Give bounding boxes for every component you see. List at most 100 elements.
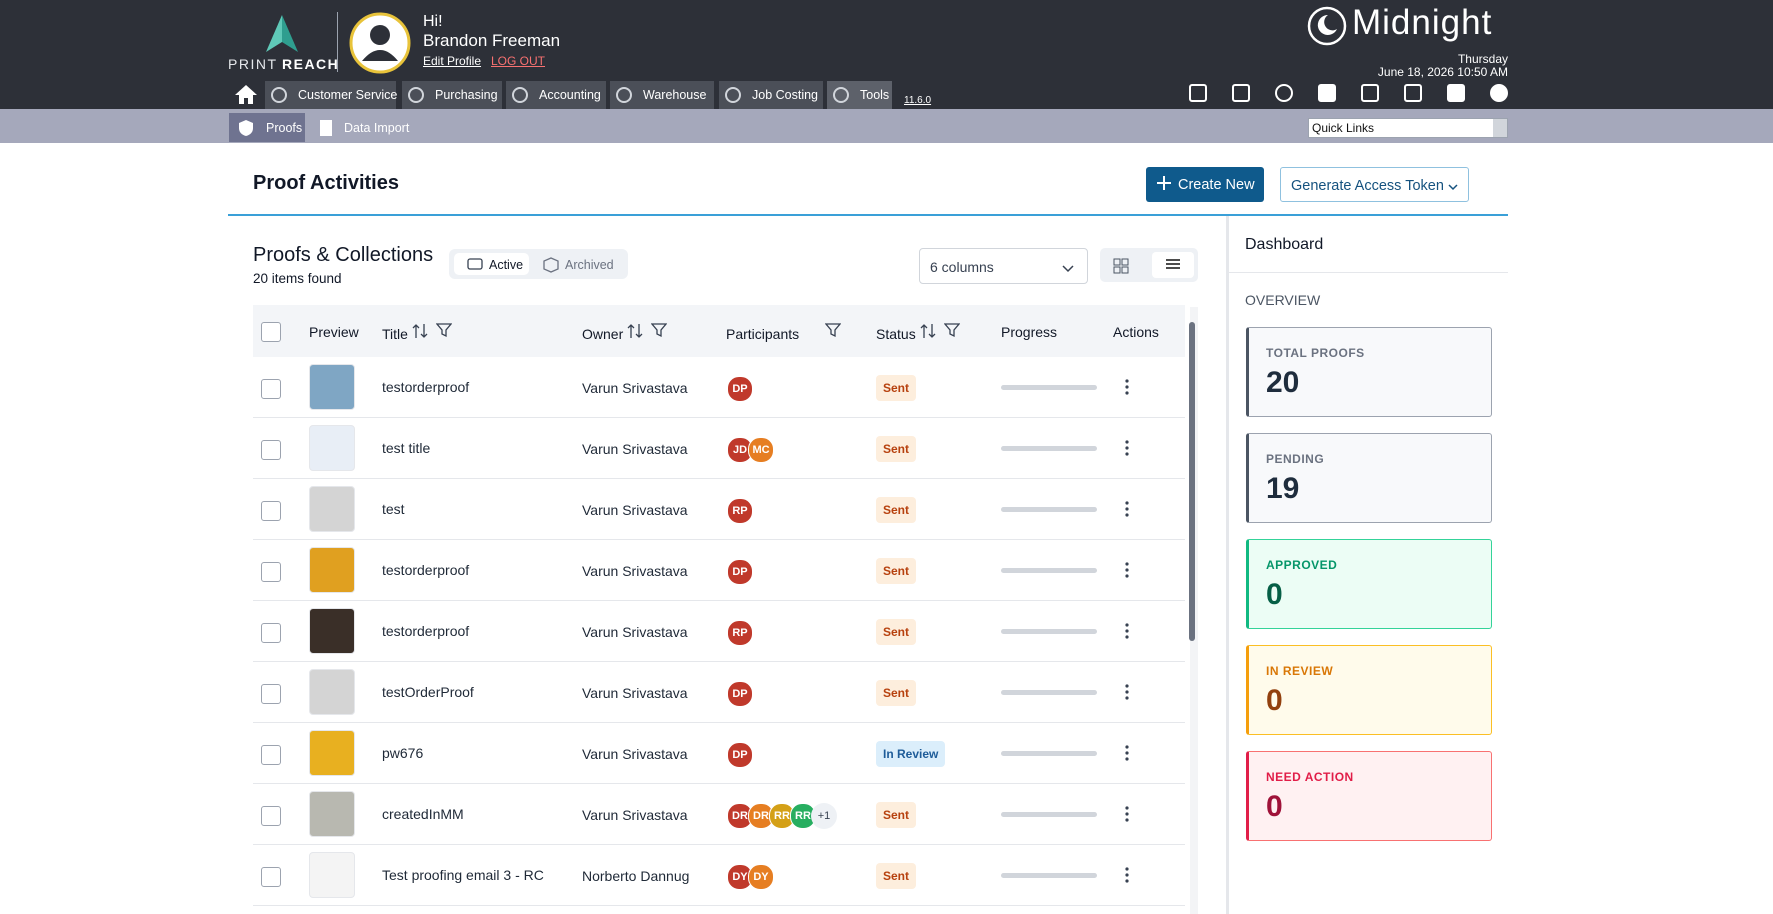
proof-title[interactable]: testorderproof xyxy=(382,562,470,578)
row-actions[interactable] xyxy=(1120,743,1134,768)
list-view[interactable] xyxy=(1152,252,1194,278)
row-actions[interactable] xyxy=(1120,682,1134,707)
nav-label[interactable]: Warehouse xyxy=(643,88,707,102)
owner-name: Varun Srivastava xyxy=(582,441,688,457)
nav-tab[interactable]: Customer Service xyxy=(265,81,398,109)
checkbox[interactable] xyxy=(261,440,281,460)
row-actions[interactable] xyxy=(1120,438,1134,463)
filter-icon[interactable] xyxy=(650,322,668,343)
preview-thumbnail[interactable] xyxy=(309,486,355,532)
row-actions[interactable] xyxy=(1120,499,1134,524)
column-header: Progress xyxy=(1001,324,1058,340)
preview-thumbnail[interactable] xyxy=(309,730,355,776)
toggle-label[interactable]: Active xyxy=(489,258,524,272)
sort-icon[interactable] xyxy=(627,322,643,345)
nav-label[interactable]: Customer Service xyxy=(298,88,398,102)
home-icon[interactable] xyxy=(234,83,258,105)
edit-profile-link[interactable]: Edit Profile xyxy=(423,54,482,68)
stat-card: NEED ACTION 0 xyxy=(1246,751,1492,841)
checkbox[interactable] xyxy=(261,623,281,643)
nav-tab[interactable]: Tools xyxy=(827,81,892,109)
proof-title[interactable]: testOrderProof xyxy=(382,684,474,700)
filter-icon[interactable] xyxy=(435,322,453,343)
sort-icon[interactable] xyxy=(920,322,936,345)
nav-tab[interactable]: Purchasing xyxy=(402,81,502,109)
row-actions[interactable] xyxy=(1120,377,1134,402)
row-actions[interactable] xyxy=(1120,621,1134,646)
quick-links-select[interactable]: Quick Links xyxy=(1308,118,1508,138)
nav-tab[interactable]: Warehouse xyxy=(610,81,714,109)
create-button[interactable]: Create New xyxy=(1146,167,1264,202)
sort-icon[interactable] xyxy=(412,322,428,345)
token-label[interactable]: Generate Access Token xyxy=(1291,178,1444,194)
version[interactable]: 11.6.0 xyxy=(904,95,932,106)
checkbox[interactable] xyxy=(261,684,281,704)
toggle-active[interactable]: Active xyxy=(454,253,529,275)
preview-thumbnail[interactable] xyxy=(309,852,355,898)
checkbox[interactable] xyxy=(261,745,281,765)
nav-label[interactable]: Tools xyxy=(860,88,890,102)
filter-icon[interactable] xyxy=(824,322,842,343)
checkbox[interactable] xyxy=(261,806,281,826)
nav-label[interactable]: Job Costing xyxy=(752,88,819,102)
preview-thumbnail[interactable] xyxy=(309,425,355,471)
scroll-thumb[interactable] xyxy=(1189,322,1195,641)
column-header[interactable]: Status xyxy=(876,326,916,342)
proof-title[interactable]: test title xyxy=(382,440,431,456)
preview-thumbnail[interactable] xyxy=(309,547,355,593)
token-button[interactable]: Generate Access Token xyxy=(1280,167,1469,202)
preview-thumbnail[interactable] xyxy=(309,364,355,410)
toolbar-icon[interactable] xyxy=(1359,82,1381,109)
nav-label[interactable]: Accounting xyxy=(539,88,601,102)
nav-tab[interactable]: Job Costing xyxy=(719,81,823,109)
create-label[interactable]: Create New xyxy=(1178,177,1255,193)
proof-title[interactable]: testorderproof xyxy=(382,379,470,395)
preview-thumbnail[interactable] xyxy=(309,791,355,837)
logout-link[interactable]: LOG OUT xyxy=(491,54,546,68)
checkbox[interactable] xyxy=(261,501,281,521)
checkbox[interactable] xyxy=(261,379,281,399)
proof-title[interactable]: testorderproof xyxy=(382,623,470,639)
nav-label[interactable]: Purchasing xyxy=(435,88,498,102)
subnav-tab[interactable]: Proofs xyxy=(229,113,305,142)
user-avatar[interactable] xyxy=(348,11,412,75)
toolbar-icon[interactable] xyxy=(1230,82,1252,109)
participant-avatar: DY xyxy=(748,864,774,890)
column-header[interactable]: Owner xyxy=(582,326,624,342)
toolbar-icon[interactable] xyxy=(1445,82,1467,109)
columns-label: 6 columns xyxy=(930,259,994,275)
grid-view[interactable] xyxy=(1113,258,1129,279)
participant-avatar: DP xyxy=(727,376,753,402)
row-actions[interactable] xyxy=(1120,560,1134,585)
toolbar-icon[interactable] xyxy=(1402,82,1424,109)
nav-tab[interactable]: Accounting xyxy=(506,81,606,109)
columns-select[interactable]: 6 columns xyxy=(919,248,1088,284)
preview-thumbnail[interactable] xyxy=(309,669,355,715)
proof-title[interactable]: Test proofing email 3 - RC xyxy=(382,867,544,883)
checkbox[interactable] xyxy=(261,867,281,887)
filter-icon[interactable] xyxy=(943,322,961,343)
progress-track xyxy=(1001,385,1097,390)
column-header[interactable]: Participants xyxy=(726,326,800,342)
toolbar-icon[interactable] xyxy=(1187,82,1209,109)
brand-bold: REACH xyxy=(282,56,340,72)
toolbar-icon[interactable] xyxy=(1316,82,1338,109)
proof-title[interactable]: createdInMM xyxy=(382,806,464,822)
subnav-label[interactable]: Data Import xyxy=(344,121,410,135)
toolbar-icon[interactable] xyxy=(1488,82,1510,109)
column-header[interactable]: Title xyxy=(382,326,408,342)
toggle-icon xyxy=(543,257,559,278)
row-actions[interactable] xyxy=(1120,865,1134,890)
preview-thumbnail[interactable] xyxy=(309,608,355,654)
quick-links-label: Quick Links xyxy=(1312,121,1375,135)
checkbox[interactable] xyxy=(261,322,281,342)
checkbox[interactable] xyxy=(261,562,281,582)
proof-title[interactable]: pw676 xyxy=(382,745,424,761)
owner-name: Varun Srivastava xyxy=(582,502,688,518)
day: Thursday xyxy=(1457,52,1508,66)
toggle-label[interactable]: Archived xyxy=(565,258,614,272)
toolbar-icon[interactable] xyxy=(1273,82,1295,109)
proof-title[interactable]: test xyxy=(382,501,405,517)
subnav-label[interactable]: Proofs xyxy=(266,121,303,135)
row-actions[interactable] xyxy=(1120,804,1134,829)
